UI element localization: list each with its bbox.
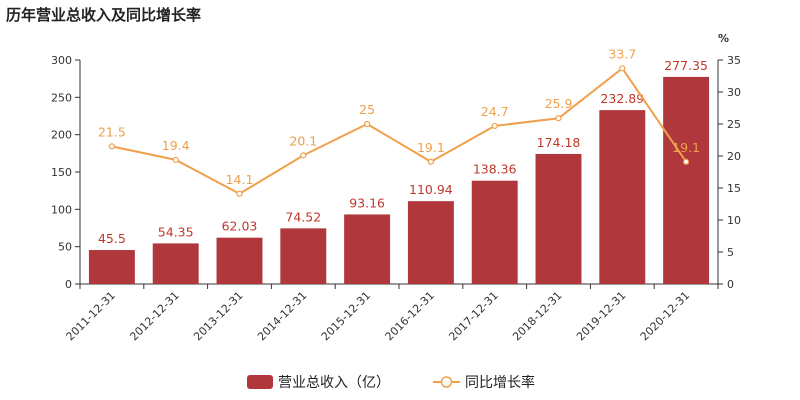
x-tick-label: 2011-12-31 xyxy=(64,289,118,343)
right-tick-label: 0 xyxy=(727,278,734,291)
x-tick-label: 2017-12-31 xyxy=(446,289,500,343)
legend-bar-label: 营业总收入（亿） xyxy=(278,375,390,391)
right-tick-label: 5 xyxy=(727,246,734,259)
bar-value-label: 277.35 xyxy=(664,58,708,73)
growth-value-label: 19.1 xyxy=(672,140,700,155)
bar xyxy=(599,110,646,285)
left-tick-label: 150 xyxy=(51,166,72,179)
growth-line xyxy=(111,66,687,195)
bars-group xyxy=(88,76,710,285)
bar-value-label: 232.89 xyxy=(600,91,644,106)
growth-value-label: 21.5 xyxy=(98,124,126,139)
x-tick-label: 2020-12-31 xyxy=(638,289,692,343)
growth-point xyxy=(108,143,116,150)
growth-value-label: 33.7 xyxy=(608,46,636,61)
bar xyxy=(407,201,454,284)
legend: 营业总收入（亿） 同比增长率 xyxy=(247,374,535,391)
line-labels-group: 21.5 19.4 14.1 20.1 25 19.1 24.7 25.9 33.7 19.1 xyxy=(98,46,700,186)
bar-labels-group: 45.5 54.35 62.03 74.52 93.16 110.94 138.36 174.… xyxy=(98,58,708,246)
growth-point xyxy=(236,190,243,197)
bar xyxy=(280,228,327,284)
bar xyxy=(216,237,263,284)
right-tick-label: 15 xyxy=(727,182,741,195)
left-tick-label: 0 xyxy=(65,278,72,291)
right-tick-label: 30 xyxy=(727,86,741,99)
left-tick-label: 300 xyxy=(51,54,72,67)
legend-bar-swatch xyxy=(247,375,273,389)
x-tick-label: 2014-12-31 xyxy=(255,289,309,343)
chart-title: 历年营业总收入及同比增长率 xyxy=(6,6,202,24)
growth-point xyxy=(172,156,179,163)
right-tick-label: 35 xyxy=(727,54,741,67)
growth-value-label: 25.9 xyxy=(545,96,573,111)
left-tick-label: 200 xyxy=(51,129,72,142)
x-tick-label: 2018-12-31 xyxy=(510,289,564,343)
growth-value-label: 20.1 xyxy=(289,133,317,148)
bar xyxy=(471,180,518,284)
bar-value-label: 138.36 xyxy=(473,162,517,177)
bar-value-label: 54.35 xyxy=(158,224,194,239)
legend-line-label: 同比增长率 xyxy=(465,374,535,391)
bar xyxy=(535,153,582,284)
growth-point xyxy=(619,65,626,72)
x-tick-label: 2015-12-31 xyxy=(319,289,373,343)
bar-value-label: 62.03 xyxy=(222,219,258,234)
right-tick-label: 25 xyxy=(727,118,741,131)
growth-value-label: 25 xyxy=(359,102,375,117)
right-tick-label: 20 xyxy=(727,150,741,163)
x-tick-label: 2012-12-31 xyxy=(127,289,181,343)
growth-value-label: 14.1 xyxy=(226,172,254,187)
x-tick-label: 2019-12-31 xyxy=(574,289,628,343)
right-tick-label: 10 xyxy=(727,214,741,227)
growth-point xyxy=(364,120,371,128)
bar-value-label: 110.94 xyxy=(409,182,453,197)
growth-point xyxy=(491,122,498,130)
growth-line-group xyxy=(108,65,690,197)
bar-value-label: 93.16 xyxy=(349,195,385,210)
growth-point xyxy=(682,158,690,165)
growth-point xyxy=(300,152,307,159)
bar xyxy=(152,243,199,284)
bar xyxy=(88,250,135,284)
right-axis-unit: % xyxy=(718,32,729,45)
x-tick-label: 2013-12-31 xyxy=(191,289,245,343)
x-tick-label: 2016-12-31 xyxy=(383,289,437,343)
left-tick-label: 100 xyxy=(51,203,72,216)
bar-value-label: 45.5 xyxy=(98,231,126,246)
bar xyxy=(663,76,710,284)
growth-point xyxy=(555,115,562,122)
legend-line-marker xyxy=(440,376,453,388)
bar xyxy=(344,214,391,284)
growth-point xyxy=(427,158,434,165)
bar-value-label: 174.18 xyxy=(537,135,581,150)
bar-value-label: 74.52 xyxy=(285,209,321,224)
growth-value-label: 19.1 xyxy=(417,140,445,155)
growth-value-label: 24.7 xyxy=(481,104,509,119)
growth-value-label: 19.4 xyxy=(162,138,190,153)
left-tick-label: 250 xyxy=(51,91,72,104)
left-tick-label: 50 xyxy=(58,241,72,254)
